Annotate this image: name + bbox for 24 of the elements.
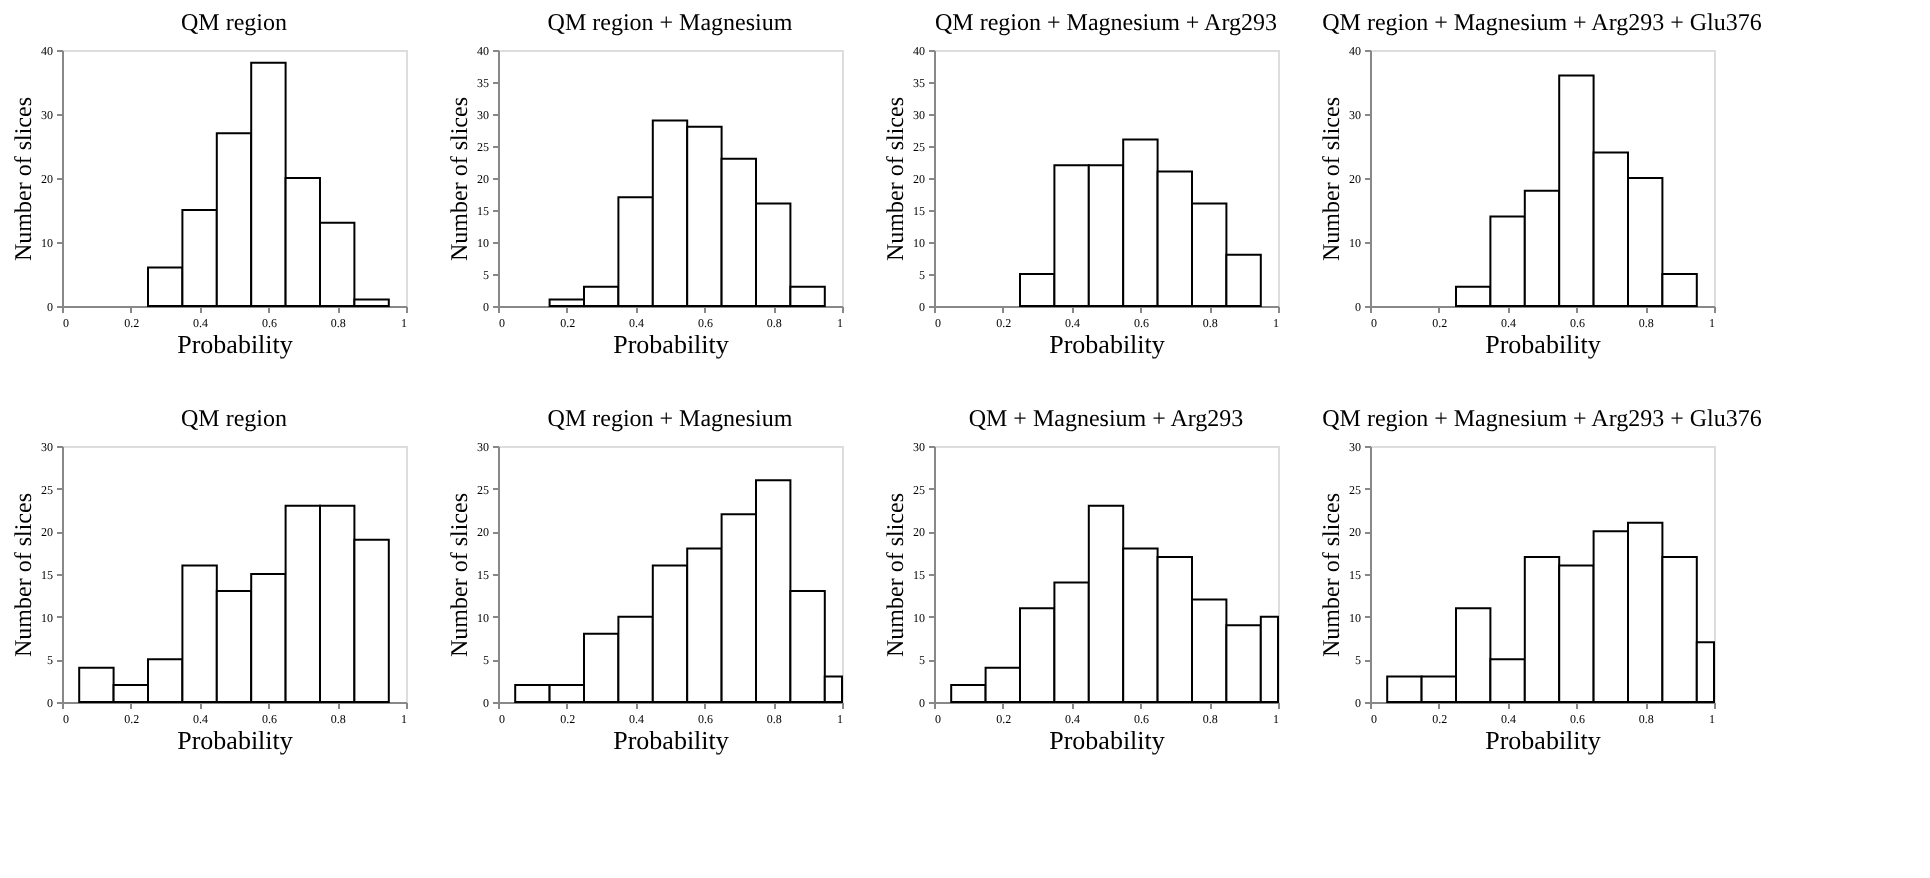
x-axis-title: Probability [177, 329, 294, 359]
x-axis-title: Probability [1485, 725, 1602, 755]
y-axis-title: Number of slices [9, 96, 37, 261]
x-axis-title: Probability [1049, 329, 1166, 359]
y-axis-title: Number of slices [881, 96, 909, 261]
x-axis-title: Probability [613, 329, 730, 359]
chart-title: QM + Magnesium + Arg293 [968, 404, 1244, 432]
x-axis-title: Probability [177, 725, 294, 755]
x-axis-title: Probability [1485, 329, 1602, 359]
y-axis-title: Number of slices [1317, 492, 1345, 657]
chart-title: QM region + Magnesium + Arg293 + Glu376 [1322, 404, 1762, 432]
chart-title: QM region [181, 8, 287, 36]
y-axis-title: Number of slices [1317, 96, 1345, 261]
chart-title: QM region + Magnesium [547, 8, 794, 36]
chart-title: QM region + Magnesium [547, 404, 794, 432]
chart-title: QM region + Magnesium + Arg293 [935, 8, 1277, 36]
y-axis-title: Number of slices [445, 96, 473, 261]
y-axis-title: Number of slices [881, 492, 909, 657]
chart-title: QM region + Magnesium + Arg293 + Glu376 [1322, 8, 1762, 36]
y-axis-title: Number of slices [445, 492, 473, 657]
x-axis-title: Probability [1049, 725, 1166, 755]
y-axis-title: Number of slices [9, 492, 37, 657]
chart-title: QM region [181, 404, 287, 432]
x-axis-title: Probability [613, 725, 730, 755]
